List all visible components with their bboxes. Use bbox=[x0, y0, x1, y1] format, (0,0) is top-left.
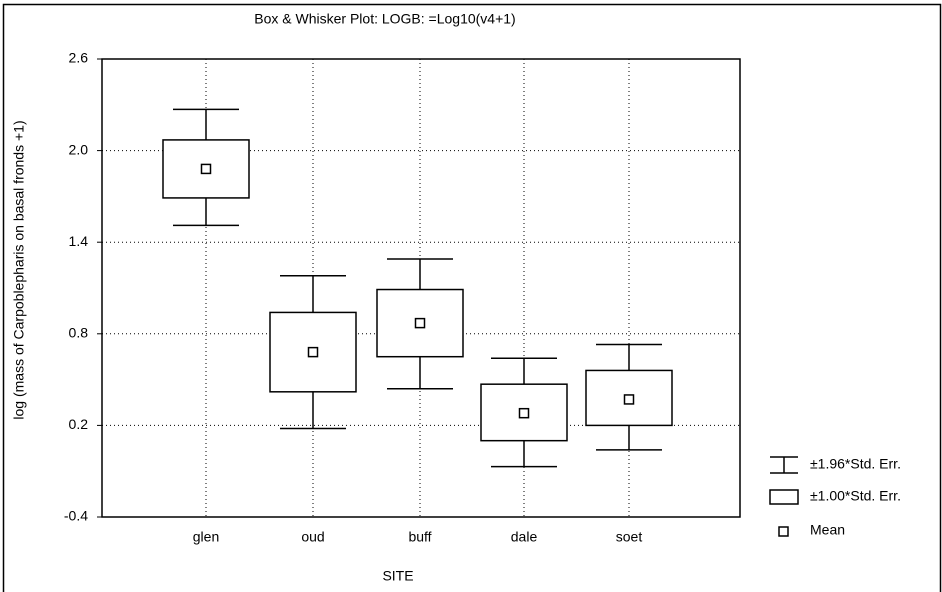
mean-marker bbox=[414, 317, 426, 329]
mean-marker bbox=[200, 163, 212, 175]
y-tick-label: 2.6 bbox=[69, 50, 89, 66]
plot-border bbox=[101, 58, 741, 518]
y-tick-label: 2.0 bbox=[69, 141, 89, 157]
box bbox=[162, 139, 250, 199]
x-tick-label: oud bbox=[301, 529, 324, 545]
y-tick-label: 1.4 bbox=[69, 233, 89, 249]
legend-mean-icon bbox=[778, 526, 789, 537]
legend-label: ±1.96*Std. Err. bbox=[810, 456, 901, 472]
x-tick-label: glen bbox=[193, 529, 219, 545]
mean-marker bbox=[518, 407, 530, 419]
mean-marker bbox=[623, 394, 635, 405]
box bbox=[376, 288, 464, 358]
x-axis-label: SITE bbox=[382, 568, 413, 584]
y-tick-label: -0.4 bbox=[64, 508, 88, 524]
x-tick-label: soet bbox=[616, 529, 643, 545]
y-axis-label: log (mass of Carpoblepharis on basal fro… bbox=[11, 120, 27, 419]
legend-label: ±1.00*Std. Err. bbox=[810, 488, 901, 504]
x-tick-label: buff bbox=[408, 529, 431, 545]
box bbox=[269, 311, 357, 393]
legend-label: Mean bbox=[810, 522, 845, 538]
y-tick-label: 0.8 bbox=[69, 325, 89, 341]
box bbox=[585, 369, 673, 427]
frame bbox=[2, 3, 942, 592]
legend-box-icon bbox=[769, 489, 799, 505]
x-tick-label: dale bbox=[511, 529, 538, 545]
box bbox=[480, 383, 568, 442]
chart-title: Box & Whisker Plot: LOGB: =Log10(v4+1) bbox=[254, 11, 515, 27]
mean-marker bbox=[307, 346, 319, 358]
y-tick-label: 0.2 bbox=[69, 416, 89, 432]
